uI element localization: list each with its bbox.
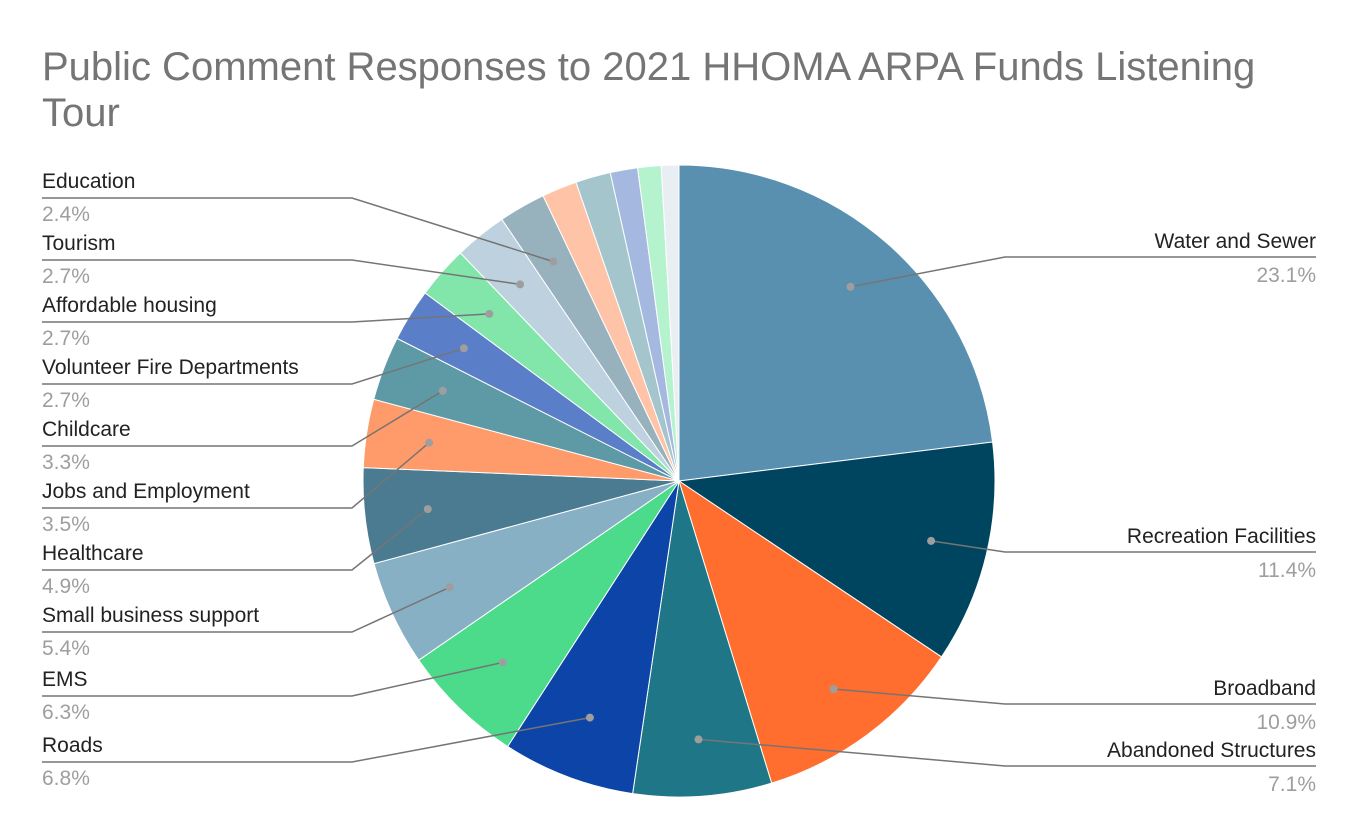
chart-title: Public Comment Responses to 2021 HHOMA A… (42, 45, 1256, 135)
slice-label-small-business-support: Small business support (42, 604, 259, 627)
leader-dot-broadband (829, 685, 838, 693)
leader-line-healthcare (42, 508, 429, 571)
leader-line-abandoned-structures (698, 738, 1316, 767)
leader-line-water-and-sewer (850, 256, 1316, 288)
leader-line-broadband (833, 688, 1316, 705)
leader-dot-volunteer-fire-departments (459, 344, 468, 353)
slice-value-education: 2.4% (42, 203, 90, 226)
slice-label-education: Education (42, 170, 135, 193)
leader-dot-education (549, 257, 558, 266)
slice-value-childcare: 3.3% (42, 451, 90, 474)
slice-value-roads: 6.8% (42, 767, 90, 790)
slice-value-jobs-and-employment: 3.5% (42, 513, 90, 536)
leader-dot-tourism (516, 280, 525, 289)
leader-dot-abandoned-structures (694, 735, 703, 744)
pie-slice-roads (506, 480, 680, 795)
slice-value-ems: 6.3% (42, 701, 90, 724)
leader-line-volunteer-fire-departments (42, 347, 465, 385)
slice-value-small-business-support: 5.4% (42, 637, 90, 660)
slice-value-affordable-housing: 2.7% (42, 327, 90, 350)
slice-label-water-and-sewer: Water and Sewer (1155, 230, 1316, 253)
leader-line-roads (42, 716, 591, 763)
leader-dot-small-business-support (445, 583, 454, 592)
leader-line-ems (42, 661, 504, 697)
slice-label-recreation-facilities: Recreation Facilities (1127, 525, 1316, 548)
pie-slice-recreation-facilities (677, 441, 996, 658)
slice-value-recreation-facilities: 11.4% (1258, 559, 1316, 582)
slice-value-abandoned-structures: 7.1% (1268, 773, 1316, 796)
leader-line-recreation-facilities (930, 540, 1316, 553)
pie-slice-broadband (678, 479, 943, 784)
slice-label-volunteer-fire-departments: Volunteer Fire Departments (42, 356, 299, 379)
leader-line-education (42, 197, 554, 263)
slice-label-childcare: Childcare (42, 418, 131, 441)
leader-line-affordable-housing (42, 313, 490, 323)
slice-label-tourism: Tourism (42, 232, 116, 255)
slice-label-roads: Roads (42, 734, 103, 757)
slice-label-affordable-housing: Affordable housing (42, 294, 217, 317)
slice-label-jobs-and-employment: Jobs and Employment (42, 480, 250, 503)
pie-slice-unlabeled-18 (660, 164, 680, 482)
leader-line-jobs-and-employment (42, 442, 430, 509)
leader-line-small-business-support (42, 586, 450, 633)
leader-dot-water-and-sewer (846, 282, 855, 291)
slice-value-water-and-sewer: 23.1% (1256, 264, 1316, 287)
slice-value-healthcare: 4.9% (42, 575, 90, 598)
slice-value-volunteer-fire-departments: 2.7% (42, 389, 90, 412)
pie-slice-ems (418, 480, 680, 748)
leader-line-tourism (42, 259, 521, 286)
leader-dot-healthcare (423, 505, 432, 514)
leader-line-childcare (42, 390, 444, 447)
leader-dot-jobs-and-employment (425, 438, 434, 447)
slice-value-broadband: 10.9% (1256, 711, 1316, 734)
slice-value-tourism: 2.7% (42, 265, 90, 288)
leader-dot-recreation-facilities (927, 536, 936, 545)
slice-label-healthcare: Healthcare (42, 542, 144, 565)
leader-dot-childcare (438, 386, 447, 395)
slice-label-abandoned-structures: Abandoned Structures (1107, 739, 1316, 762)
slice-label-broadband: Broadband (1213, 677, 1316, 700)
leader-dot-affordable-housing (485, 309, 494, 318)
leader-dot-ems (498, 658, 507, 667)
slice-label-ems: EMS (42, 668, 88, 691)
leader-dot-roads (585, 713, 594, 722)
pie-slice-water-and-sewer (678, 164, 994, 482)
